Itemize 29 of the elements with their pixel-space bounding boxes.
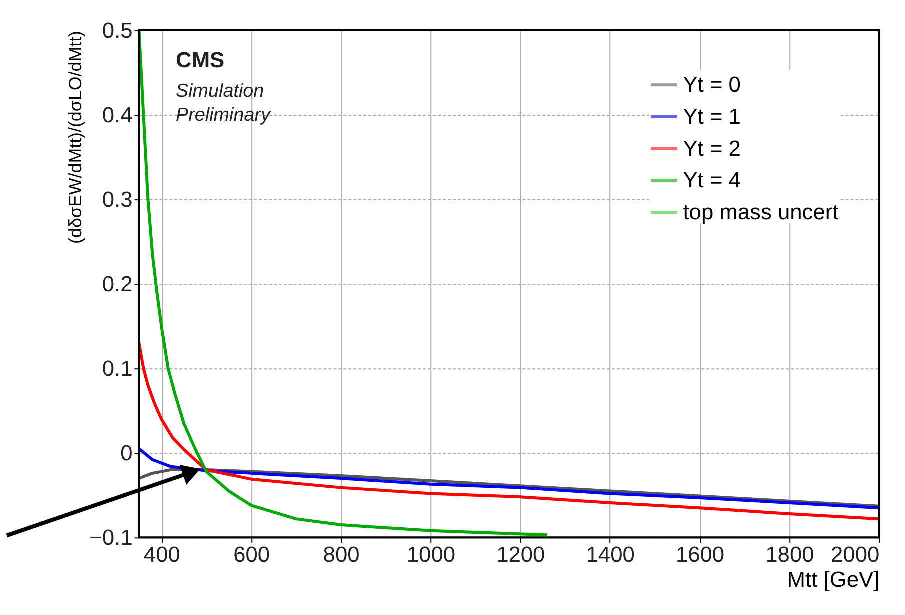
line-series	[139, 342, 880, 521]
legend-label: Yt = 2	[683, 136, 741, 161]
x-tick-label: 600	[234, 542, 270, 568]
annotation: CMS	[176, 47, 225, 72]
line-series	[139, 468, 880, 508]
y-tick-label: −0.1	[90, 525, 133, 550]
y-tick-label: 0.3	[102, 187, 133, 212]
legend-label: Yt = 0	[683, 72, 741, 98]
x-tick-label: 1800	[766, 542, 814, 568]
y-axis-title: (dδσEW/dMtt)/(dσLO/dMtt)	[66, 30, 86, 244]
y-tick-label: 0.2	[102, 272, 133, 297]
x-tick-label: 1200	[496, 542, 546, 568]
x-tick-label: 1000	[406, 542, 456, 568]
y-tick-label: 0.5	[102, 18, 133, 43]
line-series	[139, 447, 880, 510]
x-tick-label: 1600	[676, 542, 725, 568]
annotation: Simulation	[176, 81, 264, 102]
x-tick-label: 800	[323, 542, 360, 568]
x-axis-title: Mtt [GeV]	[787, 566, 880, 592]
legend-label: top mass uncert	[683, 199, 839, 224]
x-tick-label: 400	[144, 542, 180, 568]
x-tick-label: 1400	[586, 542, 635, 568]
y-tick-label: 0.4	[102, 102, 133, 128]
legend-label: Yt = 1	[683, 104, 741, 129]
y-tick-label: 0	[120, 440, 133, 466]
annotation: Preliminary	[176, 104, 272, 126]
y-tick-label: 0.1	[102, 356, 133, 382]
x-tick-label: 2000	[831, 542, 880, 568]
legend-label: Yt = 4	[683, 168, 741, 193]
